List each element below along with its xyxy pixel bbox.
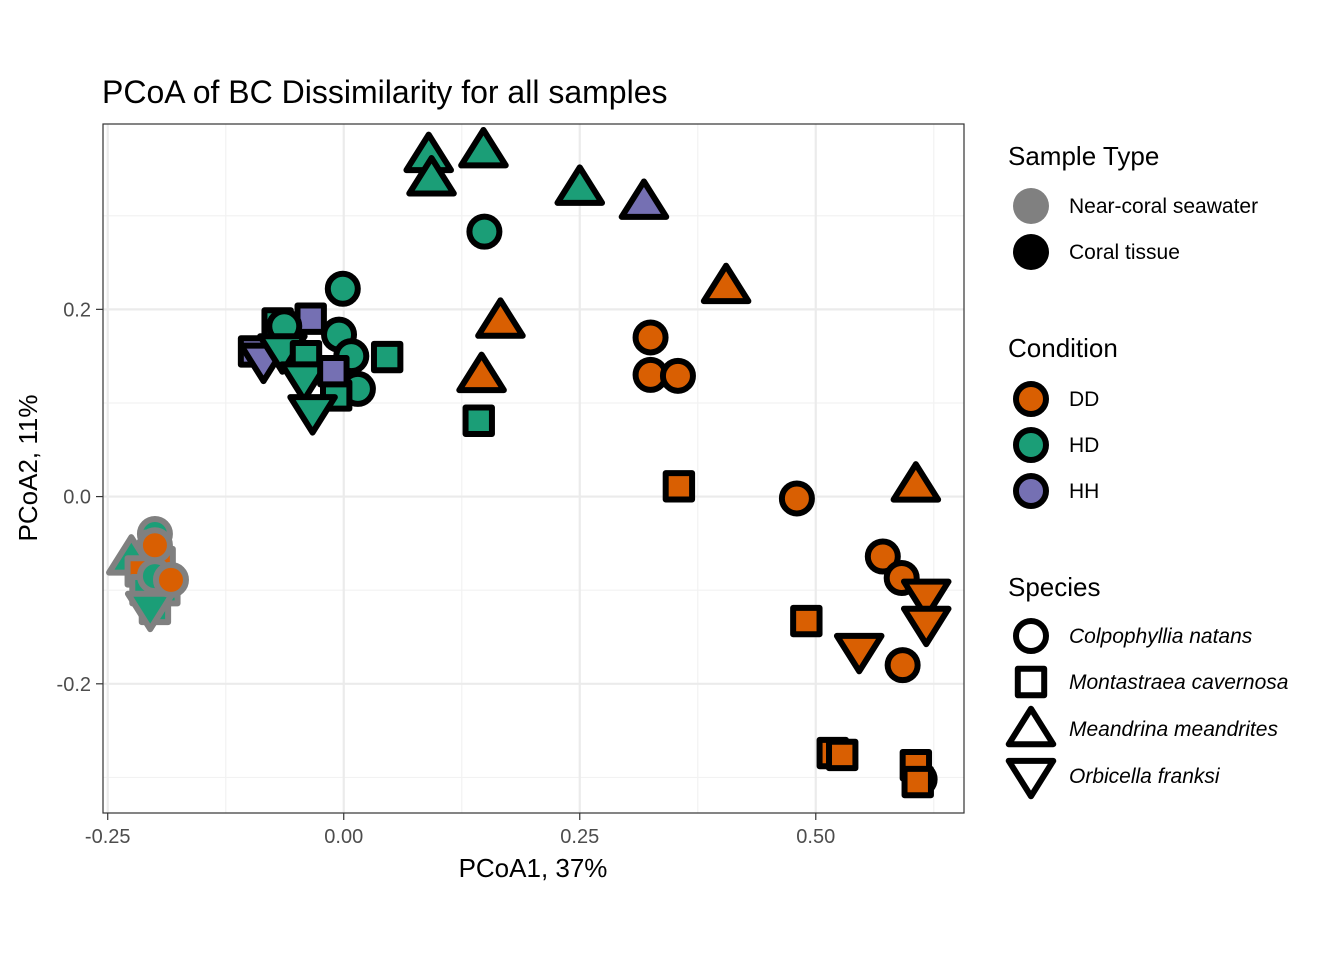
- data-point: [317, 354, 350, 388]
- data-point: [890, 461, 942, 503]
- data-point: [370, 340, 404, 374]
- data-point: [475, 297, 526, 339]
- legend-label: Meandrina meandrites: [1069, 718, 1278, 741]
- legend-label: Near-coral seawater: [1069, 195, 1258, 218]
- x-tick-label: 0.25: [560, 826, 599, 848]
- data-point: [287, 394, 338, 436]
- data-point: [700, 262, 752, 305]
- data-point: [826, 738, 859, 772]
- y-axis-ticks: -0.2 0.0 0.2: [57, 299, 103, 696]
- grid-lines: [103, 124, 964, 813]
- data-point: [778, 480, 815, 517]
- x-axis-ticks: -0.25 0.00 0.25 0.50: [85, 813, 835, 848]
- data-point: [124, 590, 176, 633]
- data-point: [833, 632, 885, 675]
- y-tick-label: 0.2: [63, 299, 91, 321]
- data-point: [136, 527, 173, 564]
- x-tick-label: 0.50: [796, 826, 835, 848]
- panel-border: [102, 123, 965, 814]
- legend-key-HD: [1013, 427, 1049, 463]
- data-point: [406, 155, 457, 197]
- data-point: [458, 126, 509, 169]
- data-point: [884, 647, 921, 684]
- legend-key-triangle: [1005, 705, 1057, 748]
- y-tick-label: -0.2: [57, 674, 91, 696]
- legend-title: Species: [1008, 572, 1101, 602]
- legend-label: Colpophyllia natans: [1069, 625, 1253, 648]
- y-tick-label: 0.0: [63, 487, 91, 509]
- legend-label: Orbicella franksi: [1069, 765, 1221, 788]
- x-tick-label: 0.00: [324, 826, 363, 848]
- data-point: [900, 578, 952, 621]
- x-tick-label: -0.25: [85, 826, 131, 848]
- data-point: [554, 164, 606, 206]
- legend-label: Coral tissue: [1069, 241, 1180, 264]
- legend-key-square: [1014, 665, 1048, 699]
- plot-panel: [102, 123, 965, 814]
- legend-label: DD: [1069, 388, 1099, 411]
- data-point: [659, 357, 696, 394]
- data-point: [324, 270, 361, 307]
- data-point: [632, 319, 669, 356]
- data-points: [106, 126, 952, 799]
- legend-key-HH: [1013, 473, 1049, 509]
- data-point: [662, 470, 696, 503]
- panel-background: [103, 124, 964, 813]
- legend: Sample Type Near-coral seawater Coral tiss…: [1005, 141, 1288, 800]
- data-point: [618, 178, 670, 220]
- legend-key-seawater: [1013, 188, 1049, 224]
- legend-label: Montastraea cavernosa: [1069, 671, 1288, 694]
- x-axis-title: PCoA1, 37%: [459, 853, 608, 883]
- data-point: [790, 604, 823, 638]
- data-point: [462, 404, 495, 437]
- legend-label: HH: [1069, 480, 1099, 503]
- data-point: [278, 361, 330, 403]
- y-axis-title: PCoA2, 11%: [13, 395, 43, 542]
- data-point: [456, 351, 507, 394]
- data-point: [900, 605, 952, 648]
- chart-title: PCoA of BC Dissimilarity for all samples: [102, 74, 667, 110]
- data-point: [864, 538, 901, 575]
- legend-key-circle: [1013, 618, 1049, 654]
- data-point: [901, 765, 934, 799]
- data-point: [152, 561, 189, 598]
- legend-key-DD: [1013, 381, 1049, 417]
- legend-title: Condition: [1008, 333, 1118, 363]
- legend-key-inv_triangle: [1005, 757, 1057, 800]
- legend-label: HD: [1069, 434, 1099, 457]
- data-point: [466, 213, 503, 250]
- legend-key-tissue: [1013, 234, 1049, 270]
- legend-title: Sample Type: [1008, 141, 1159, 171]
